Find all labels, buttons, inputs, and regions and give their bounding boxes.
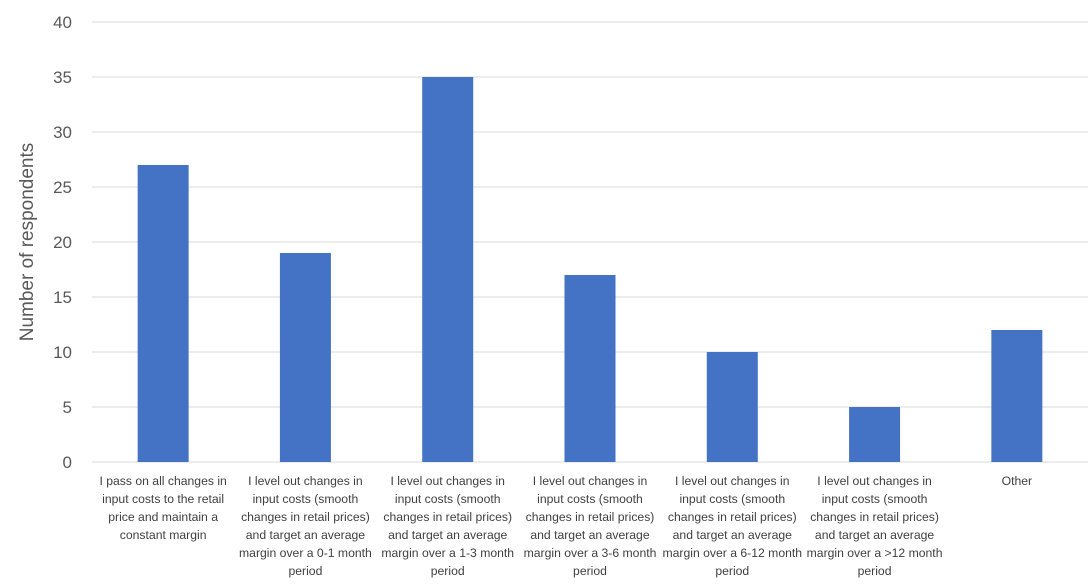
y-tick-label: 0: [63, 453, 72, 472]
bar-3: [422, 77, 474, 462]
bar-4: [564, 275, 616, 462]
y-tick-label: 10: [53, 343, 72, 362]
bar-7: [991, 330, 1043, 462]
y-tick-label: 15: [53, 288, 72, 307]
y-tick-label: 40: [53, 13, 72, 32]
x-tick-label-4: I level out changes in input costs (smoo…: [523, 474, 657, 578]
x-tick-label-5: I level out changes in input costs (smoo…: [662, 474, 803, 578]
bar-5: [706, 352, 758, 462]
y-tick-label: 30: [53, 123, 72, 142]
y-tick-label: 35: [53, 68, 72, 87]
y-tick-label: 25: [53, 178, 72, 197]
x-tick-label-7: Other: [1001, 474, 1033, 488]
bar-2: [279, 253, 331, 462]
x-tick-label-2: I level out changes in input costs (smoo…: [239, 474, 372, 578]
bar-6: [849, 407, 901, 462]
bar-1: [137, 165, 189, 462]
y-tick-label: 20: [53, 233, 72, 252]
x-tick-label-6: I level out changes in input costs (smoo…: [806, 474, 943, 578]
y-tick-label: 5: [63, 398, 72, 417]
x-tick-label-1: I pass on all changes in input costs to …: [99, 474, 227, 542]
x-tick-label-3: I level out changes in input costs (smoo…: [381, 474, 515, 578]
